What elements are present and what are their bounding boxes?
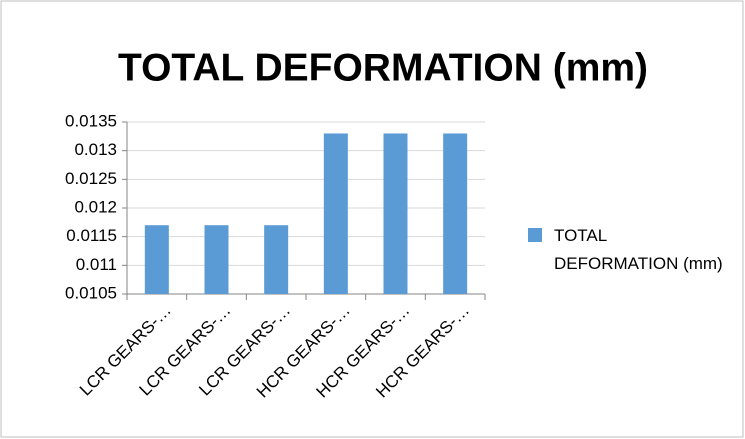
legend-label: TOTAL DEFORMATION (mm) <box>554 226 723 273</box>
y-tick-label: 0.013 <box>74 140 117 159</box>
chart-title: TOTAL DEFORMATION (mm) <box>118 46 648 89</box>
y-tick-label: 0.012 <box>74 197 117 216</box>
bar <box>443 133 468 294</box>
bar <box>323 133 348 294</box>
y-tick-label: 0.0135 <box>65 111 117 130</box>
bar <box>144 225 169 294</box>
legend-swatch <box>528 228 542 242</box>
y-tick-label: 0.011 <box>76 255 117 274</box>
y-tick-label: 0.0125 <box>65 169 117 188</box>
y-tick-label: 0.0115 <box>66 226 117 245</box>
bar <box>204 225 229 294</box>
bar <box>264 225 289 294</box>
bar <box>383 133 408 294</box>
y-tick-label: 0.0105 <box>65 283 117 302</box>
